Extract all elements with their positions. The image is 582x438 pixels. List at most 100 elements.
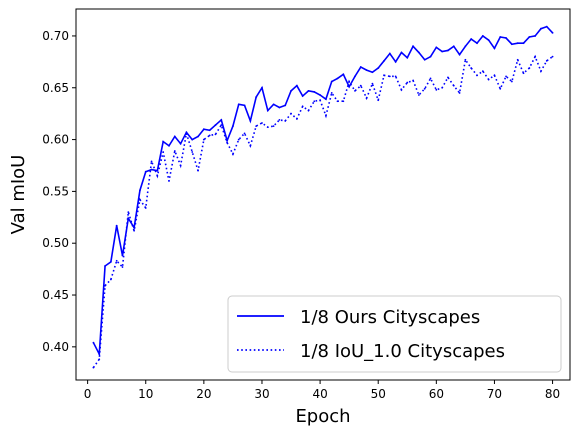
series-1-point <box>208 134 211 137</box>
series-1-point <box>220 124 223 126</box>
series-1-point <box>115 259 118 262</box>
series-1-point <box>377 99 380 102</box>
series-0-point <box>423 58 426 61</box>
series-1-point <box>266 126 269 129</box>
series-1-point <box>144 207 147 209</box>
series-1-point <box>534 55 537 58</box>
series-0-point <box>243 104 246 107</box>
series-1-point <box>243 132 246 135</box>
series-1-point <box>295 117 298 120</box>
series-0-point <box>522 42 525 45</box>
series-0-point <box>447 49 449 52</box>
series-1-point <box>156 174 159 177</box>
series-1-point <box>447 76 449 79</box>
series-1-point <box>162 151 165 153</box>
series-1-point <box>104 284 106 287</box>
series-0-point <box>301 95 304 97</box>
series-1-point <box>505 75 507 78</box>
series-1-point <box>336 100 339 103</box>
y-tick-label: 0.40 <box>42 340 69 354</box>
series-1-point <box>284 120 287 122</box>
series-0-point <box>441 50 444 53</box>
x-tick-label: 80 <box>545 387 560 401</box>
series-1-point <box>516 58 519 61</box>
series-1-point <box>214 133 217 136</box>
series-0-point <box>284 104 287 107</box>
series-1-point <box>237 138 240 141</box>
series-0-point <box>516 42 519 45</box>
series-0-point <box>534 35 537 37</box>
series-0-point <box>202 128 205 131</box>
series-0-point <box>499 36 502 38</box>
series-1-point <box>487 78 490 81</box>
series-0-point <box>104 265 106 267</box>
series-1-point <box>150 160 153 163</box>
series-1-point <box>452 84 455 87</box>
series-1-point <box>342 100 345 103</box>
y-axis: 0.40 0.45 0.50 0.55 0.60 0.65 0.70 <box>42 29 76 354</box>
series-1-point <box>109 278 112 281</box>
series-0-point <box>528 36 531 38</box>
series-0-point <box>348 85 351 88</box>
series-0-point <box>173 135 176 138</box>
series-1-point <box>249 144 252 147</box>
x-tick-label: 50 <box>371 387 386 401</box>
y-tick-label: 0.45 <box>42 288 69 302</box>
y-tick-label: 0.50 <box>42 236 69 250</box>
series-1-point <box>185 132 188 135</box>
series-1-point <box>179 164 182 167</box>
series-1-point <box>255 125 258 128</box>
series-1-point <box>139 198 141 201</box>
series-0-point <box>168 144 170 147</box>
series-line-1 <box>92 54 554 369</box>
series-1-point <box>173 150 176 152</box>
series-0-point <box>266 109 269 112</box>
series-0-point <box>400 51 403 54</box>
series-0-point <box>191 138 194 141</box>
series-line-0 <box>92 25 554 358</box>
series-0-point <box>98 353 101 355</box>
series-0-point <box>476 42 478 45</box>
series-0-point <box>109 260 112 263</box>
series-1-point <box>417 94 420 96</box>
x-tick-label: 60 <box>429 387 444 401</box>
y-tick-label: 0.55 <box>42 184 69 198</box>
series-1-point <box>510 80 513 83</box>
series-0-point <box>493 47 496 50</box>
series-0-point <box>150 168 153 171</box>
series-1-point <box>400 88 403 91</box>
x-tick-label: 10 <box>138 387 153 401</box>
series-1-point <box>272 125 275 128</box>
series-0-point <box>452 45 455 48</box>
series-0-point <box>417 51 420 54</box>
series-1-point <box>319 99 321 102</box>
x-axis: 0 10 20 30 40 50 60 70 80 <box>84 380 560 401</box>
series-0-point <box>388 52 391 55</box>
series-1-point <box>423 87 426 90</box>
series-0-point <box>272 103 275 106</box>
legend-box <box>227 295 562 373</box>
series-1-point <box>226 141 229 144</box>
series-0-point <box>214 124 217 126</box>
series-0-point <box>412 45 414 48</box>
series-1-point <box>528 67 531 69</box>
series-1-point <box>330 92 333 94</box>
series-1-point <box>493 74 496 77</box>
series-0-point <box>255 96 258 98</box>
series-1-point <box>168 180 170 182</box>
series-0-point <box>144 170 147 173</box>
series-1-point <box>133 229 136 232</box>
x-tick-label: 30 <box>254 387 269 401</box>
series-0-point <box>510 43 513 46</box>
series-1-point <box>98 358 101 361</box>
x-tick-label: 0 <box>84 387 92 401</box>
series-1-point <box>92 366 95 369</box>
series-0-point <box>278 106 281 109</box>
series-1-point <box>278 118 281 121</box>
series-0-point <box>115 224 118 227</box>
series-1-point <box>354 89 356 92</box>
series-0-point <box>237 103 240 106</box>
series-1-point <box>307 109 310 112</box>
series-0-point <box>330 80 333 83</box>
series-0-point <box>325 98 327 101</box>
